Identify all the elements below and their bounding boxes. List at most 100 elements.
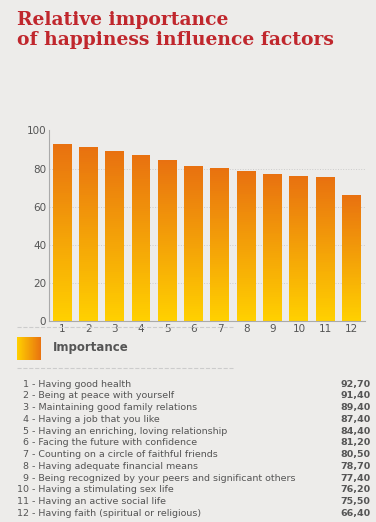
Bar: [316, 301, 335, 303]
Bar: [316, 219, 335, 220]
Bar: [263, 227, 282, 229]
Bar: [237, 223, 256, 226]
Bar: [316, 213, 335, 215]
Bar: [184, 205, 203, 207]
Bar: [132, 283, 150, 286]
Bar: [316, 186, 335, 188]
Bar: [158, 196, 177, 198]
Bar: [53, 292, 71, 294]
Bar: [184, 288, 203, 290]
Bar: [79, 234, 98, 236]
Bar: [342, 210, 361, 212]
Bar: [158, 259, 177, 260]
Text: Relative importance: Relative importance: [17, 11, 228, 29]
Bar: [79, 284, 98, 286]
Bar: [79, 260, 98, 262]
Bar: [316, 285, 335, 287]
Bar: [53, 193, 71, 195]
Bar: [263, 207, 282, 209]
Bar: [132, 211, 150, 213]
Bar: [237, 226, 256, 227]
Bar: [184, 294, 203, 296]
Bar: [211, 236, 229, 239]
Bar: [105, 313, 124, 315]
Bar: [132, 213, 150, 215]
Bar: [53, 188, 71, 191]
Bar: [237, 235, 256, 236]
Bar: [53, 242, 71, 244]
Bar: [184, 186, 203, 187]
Bar: [211, 206, 229, 208]
Bar: [290, 252, 308, 254]
Bar: [158, 263, 177, 265]
Text: 5 - Having an enriching, loving relationship: 5 - Having an enriching, loving relation…: [17, 426, 227, 435]
Bar: [184, 211, 203, 213]
Bar: [237, 220, 256, 222]
Bar: [105, 228, 124, 230]
Bar: [105, 232, 124, 234]
Bar: [79, 236, 98, 239]
Bar: [263, 256, 282, 258]
Bar: [53, 202, 71, 204]
Bar: [158, 293, 177, 295]
Bar: [290, 319, 308, 321]
Bar: [158, 219, 177, 220]
Bar: [158, 307, 177, 309]
Bar: [53, 310, 71, 312]
Bar: [79, 199, 98, 201]
Bar: [237, 197, 256, 199]
Bar: [263, 194, 282, 196]
Bar: [237, 296, 256, 299]
Text: 4 - Having a job that you like: 4 - Having a job that you like: [17, 415, 160, 424]
Bar: [342, 248, 361, 250]
Bar: [184, 224, 203, 226]
Bar: [290, 299, 308, 301]
Bar: [211, 210, 229, 212]
Bar: [211, 283, 229, 284]
Bar: [158, 188, 177, 191]
Bar: [158, 164, 177, 166]
Bar: [237, 184, 256, 186]
Bar: [290, 246, 308, 248]
Bar: [263, 229, 282, 231]
Bar: [290, 250, 308, 252]
Bar: [237, 214, 256, 216]
Bar: [237, 252, 256, 254]
Bar: [342, 289, 361, 291]
Bar: [158, 303, 177, 305]
Bar: [53, 270, 71, 272]
Bar: [263, 186, 282, 188]
Text: 78,70: 78,70: [340, 462, 370, 471]
Bar: [316, 300, 335, 301]
Bar: [184, 277, 203, 278]
Bar: [263, 188, 282, 190]
Bar: [290, 267, 308, 268]
Bar: [79, 275, 98, 278]
Bar: [316, 319, 335, 321]
Bar: [79, 169, 98, 171]
Bar: [105, 204, 124, 206]
Bar: [342, 304, 361, 305]
Bar: [342, 256, 361, 258]
Bar: [237, 248, 256, 250]
Bar: [105, 189, 124, 191]
Bar: [211, 271, 229, 273]
Bar: [184, 250, 203, 252]
Bar: [237, 222, 256, 223]
Bar: [342, 242, 361, 244]
Bar: [158, 315, 177, 317]
Bar: [211, 202, 229, 204]
Bar: [79, 247, 98, 249]
Bar: [53, 279, 71, 281]
Bar: [132, 304, 150, 306]
Bar: [158, 248, 177, 251]
Bar: [211, 248, 229, 250]
Bar: [184, 192, 203, 193]
Bar: [263, 220, 282, 221]
Bar: [211, 273, 229, 275]
Bar: [105, 174, 124, 176]
Bar: [158, 174, 177, 176]
Bar: [79, 149, 98, 151]
Bar: [211, 269, 229, 271]
Bar: [158, 311, 177, 313]
